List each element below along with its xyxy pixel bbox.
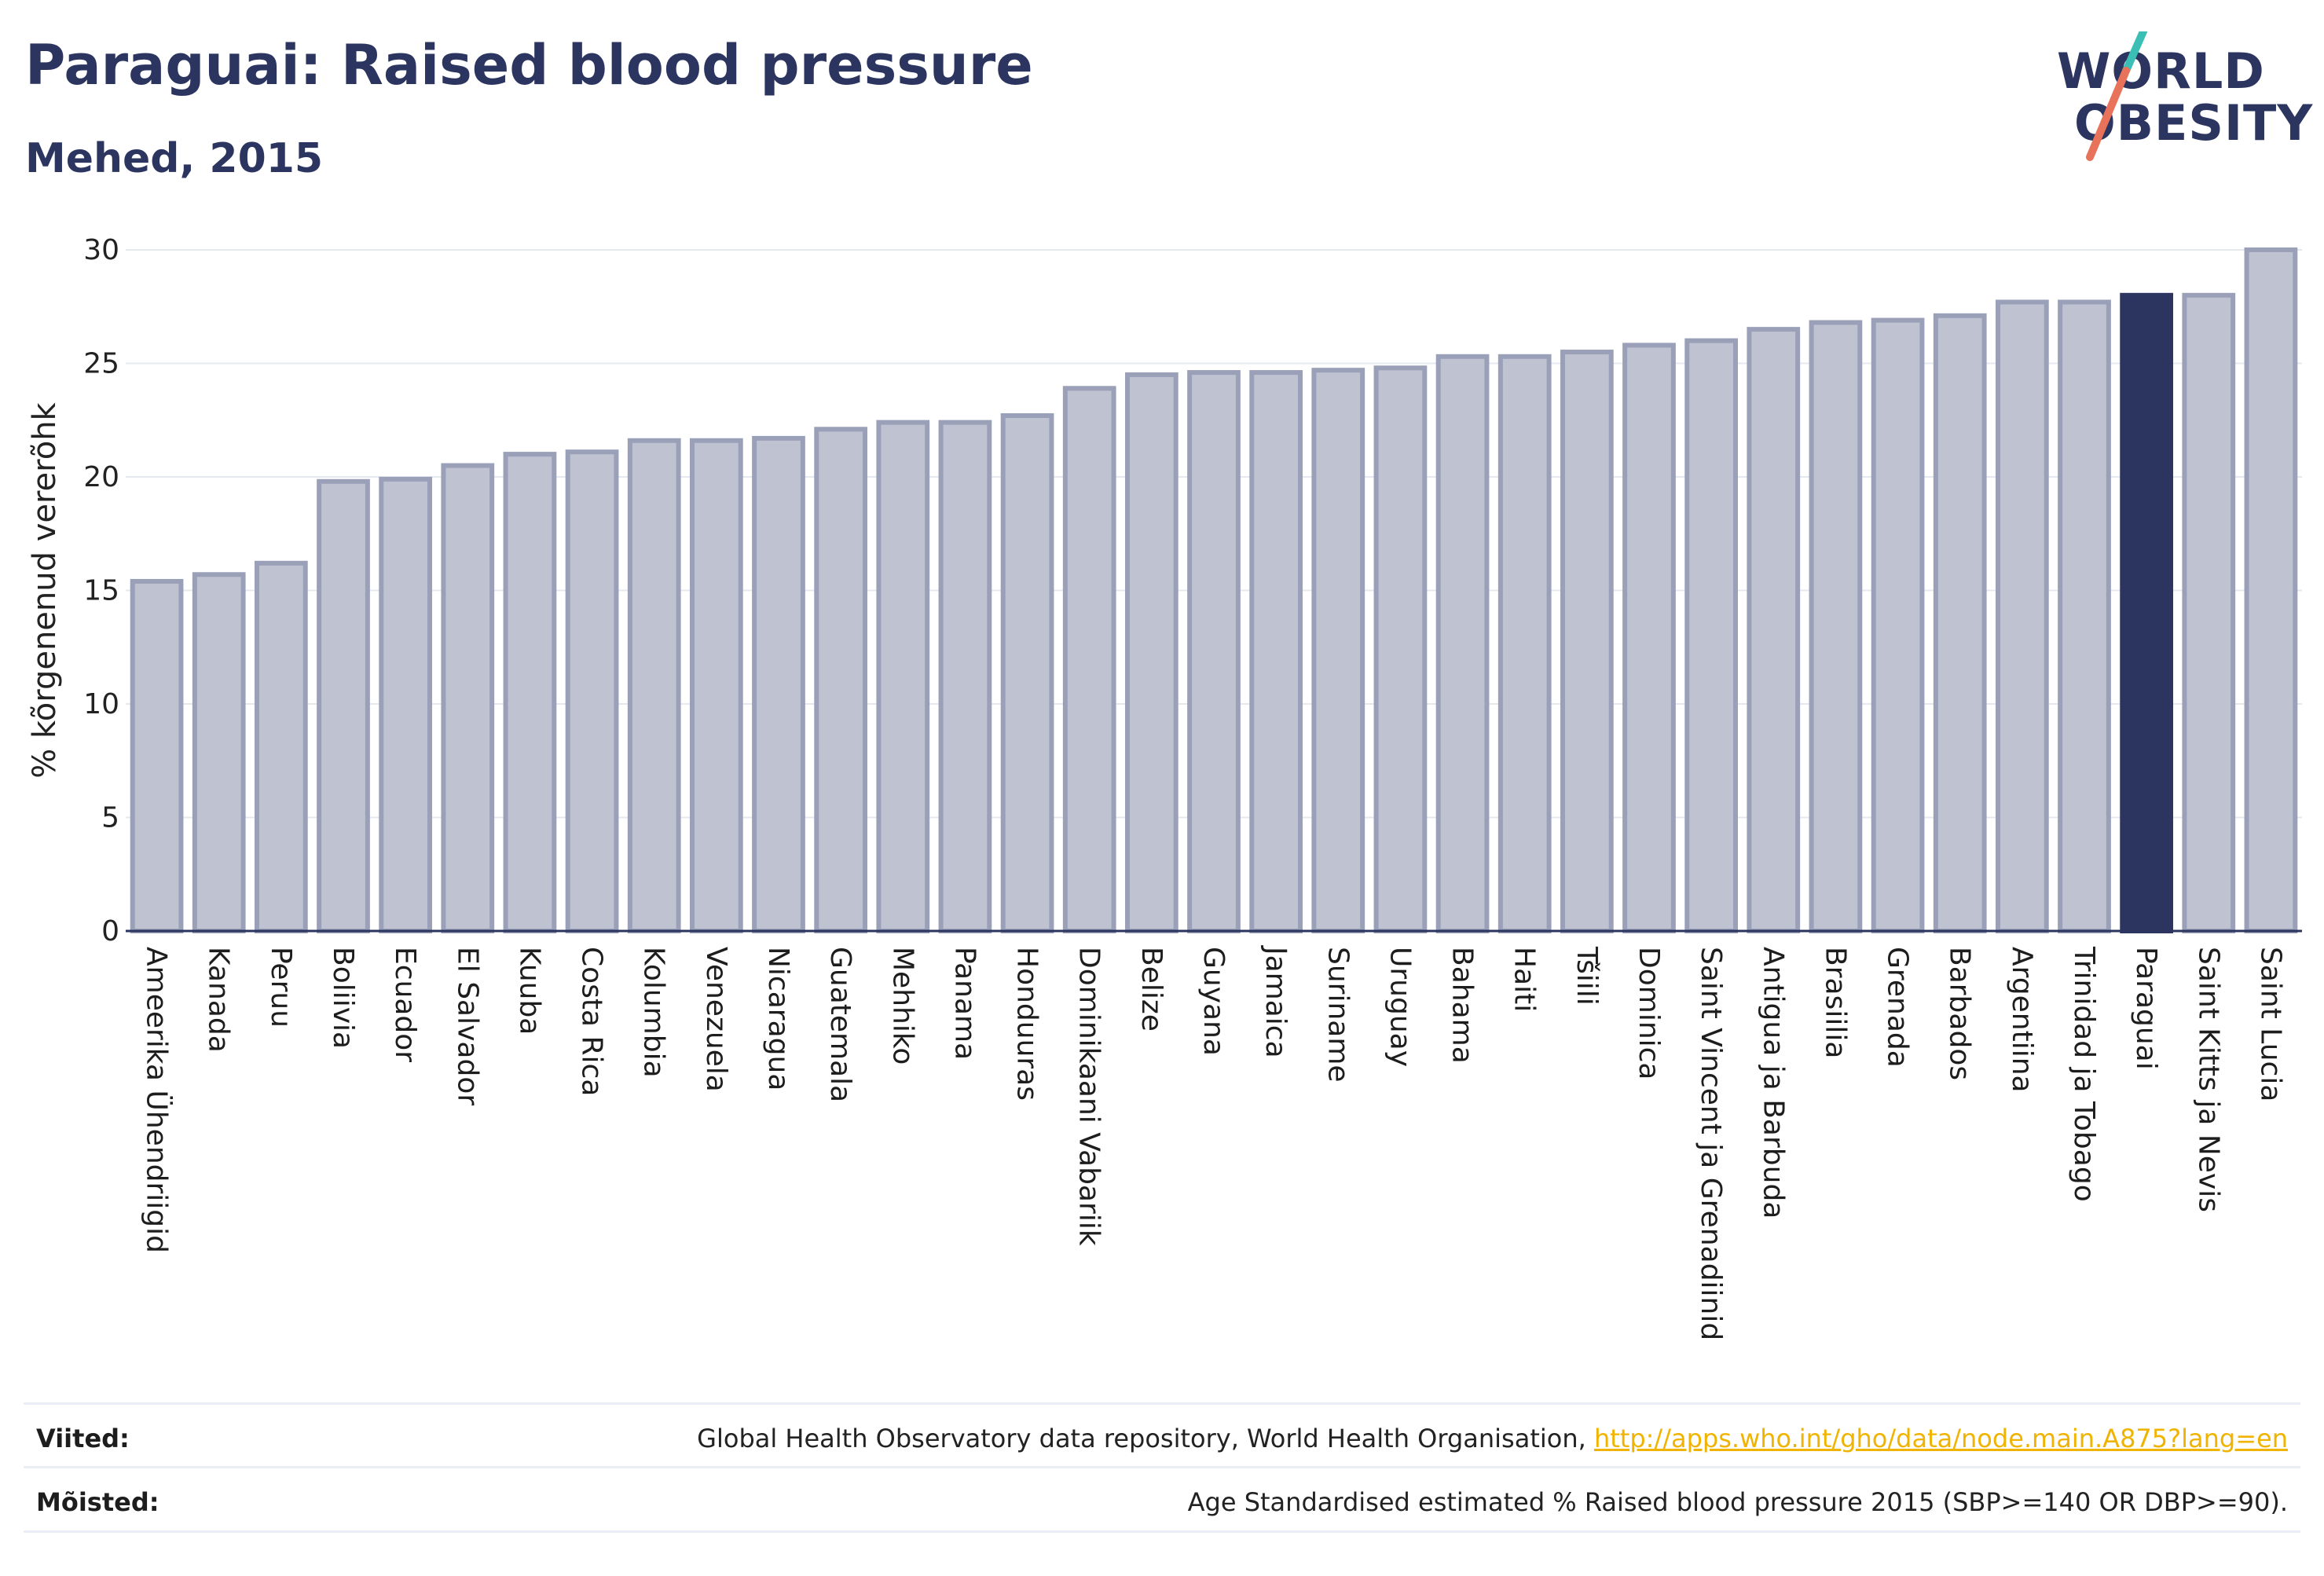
x-tick-label: Venezuela xyxy=(700,947,732,1092)
y-tick-label: 0 xyxy=(101,915,119,947)
x-tick-label: Jamaica xyxy=(1259,945,1292,1058)
bar xyxy=(1622,343,1676,933)
x-tick-label: Mehhiko xyxy=(886,947,918,1065)
y-tick-label: 25 xyxy=(83,348,119,380)
x-tick-label: Bahama xyxy=(1446,947,1479,1064)
y-axis-label: % kõrgenenud vererõhk xyxy=(27,401,63,778)
bar xyxy=(1871,317,1925,933)
chart-title: Paraguai: Raised blood pressure xyxy=(25,33,1033,97)
bar xyxy=(130,578,184,933)
footer-definitions-row: Mõisted: Age Standardised estimated % Ra… xyxy=(24,1466,2300,1531)
bar xyxy=(1435,354,1490,933)
x-tick-label: Saint Vincent ja Grenadiinid xyxy=(1695,947,1727,1340)
sources-text: Global Health Observatory data repositor… xyxy=(697,1424,1594,1453)
x-tick-label: Dominica xyxy=(1633,947,1665,1080)
y-tick-label: 30 xyxy=(83,234,119,266)
x-tick-label: Tšiili xyxy=(1571,946,1603,1006)
x-tick-label: Nicaragua xyxy=(762,947,794,1090)
x-tick-label: Belize xyxy=(1135,947,1167,1032)
x-tick-label: Barbados xyxy=(1944,947,1976,1080)
x-tick-label: Haiti xyxy=(1508,947,1541,1012)
bar xyxy=(814,427,868,933)
x-tick-label: Trinidad ja Tobago xyxy=(2068,946,2100,1202)
y-tick-label: 10 xyxy=(83,688,119,720)
bar xyxy=(1124,372,1178,933)
x-tick-label: Ameerika Ühendriigid xyxy=(141,947,174,1253)
x-tick-label: Boliivia xyxy=(327,947,359,1049)
x-tick-label: Suriname xyxy=(1321,947,1354,1083)
x-tick-label: Kanada xyxy=(203,947,235,1053)
bar xyxy=(689,438,743,933)
logo-slash-icon xyxy=(2086,31,2147,161)
x-tick-label: Dominikaani Vabariik xyxy=(1073,947,1105,1246)
x-tick-label: Panama xyxy=(948,947,981,1060)
logo-line-world: WORLD xyxy=(2057,42,2265,100)
bar xyxy=(1933,313,1987,933)
bar xyxy=(192,572,246,933)
bar xyxy=(1747,327,1801,933)
bar xyxy=(938,420,992,933)
footer-sources-row: Viited: Global Health Observatory data r… xyxy=(24,1402,2300,1468)
x-tick-label: El Salvador xyxy=(451,947,483,1105)
x-tick-label: Costa Rica xyxy=(576,947,608,1096)
bar-highlight xyxy=(2120,292,2174,934)
x-tick-label: Guyana xyxy=(1197,947,1230,1056)
definitions-label: Mõisted: xyxy=(36,1487,159,1517)
x-tick-label: Saint Lucia xyxy=(2254,947,2286,1101)
bar xyxy=(379,476,433,933)
bar xyxy=(254,560,308,933)
bar xyxy=(565,449,619,933)
bar xyxy=(1249,370,1303,933)
x-tick-label: Argentiina xyxy=(2006,947,2038,1093)
x-tick-label: Uruguay xyxy=(1384,947,1416,1067)
x-tick-label: Antigua ja Barbuda xyxy=(1757,947,1789,1219)
y-tick-label: 5 xyxy=(101,802,119,834)
x-tick-label: Brasiilia xyxy=(1819,947,1851,1058)
bar xyxy=(317,478,370,933)
bar xyxy=(1560,350,1614,934)
bar xyxy=(1062,386,1116,934)
bar xyxy=(627,438,681,933)
bar xyxy=(1187,370,1241,933)
bar xyxy=(1497,354,1552,933)
bar xyxy=(2182,292,2236,934)
bar xyxy=(752,435,805,933)
bar xyxy=(1809,320,1863,934)
sources-link[interactable]: http://apps.who.int/gho/data/node.main.A… xyxy=(1593,1424,2288,1453)
x-tick-label: Saint Kitts ja Nevis xyxy=(2192,947,2224,1212)
footer-bottom-divider xyxy=(24,1530,2300,1533)
y-tick-label: 15 xyxy=(83,575,119,607)
y-tick-label: 20 xyxy=(83,461,119,493)
bar xyxy=(1373,365,1428,933)
chart-subtitle: Mehed, 2015 xyxy=(25,135,324,182)
bar xyxy=(2058,299,2111,934)
x-tick-label: Ecuador xyxy=(389,947,421,1062)
x-tick-label: Guatemala xyxy=(824,947,856,1102)
x-tick-label: Honduuras xyxy=(1011,947,1043,1101)
x-tick-label: Kuuba xyxy=(513,947,545,1035)
x-tick-label: Kolumbia xyxy=(638,947,670,1078)
bar-chart: 0 5 10 15 20 25 30 % kõrgenenud vererõhk Ameerik… xyxy=(27,234,2302,1340)
bar xyxy=(503,452,557,934)
x-tick-label: Peruu xyxy=(265,947,297,1028)
sources-value: Global Health Observatory data repositor… xyxy=(697,1424,2288,1453)
bar xyxy=(1000,412,1054,934)
world-obesity-logo: WORLD OBESITY xyxy=(2043,31,2312,173)
x-tick-label: Grenada xyxy=(1882,947,1914,1068)
bar xyxy=(441,463,495,933)
bar xyxy=(876,420,930,933)
bar xyxy=(2244,247,2298,933)
bar xyxy=(1684,338,1739,934)
bar xyxy=(1311,368,1365,934)
bar xyxy=(1995,299,2049,934)
definitions-value: Age Standardised estimated % Raised bloo… xyxy=(1187,1487,2288,1517)
x-tick-label: Paraguai xyxy=(2130,947,2162,1070)
sources-label: Viited: xyxy=(36,1424,130,1453)
